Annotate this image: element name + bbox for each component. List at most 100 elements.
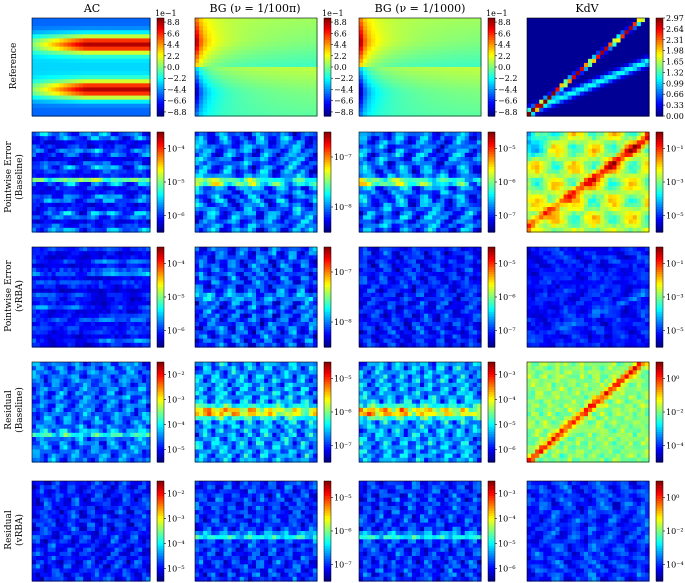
heatmap-cell xyxy=(452,42,458,48)
heatmap-cell xyxy=(407,18,413,23)
colorbar-segment xyxy=(157,113,164,117)
heatmap-cell xyxy=(43,148,49,154)
heatmap-cell xyxy=(256,107,261,113)
heatmap-cell xyxy=(296,161,302,166)
heatmap-cell xyxy=(63,103,68,109)
heatmap-cell xyxy=(47,140,53,146)
colorbar-segment xyxy=(157,108,164,112)
heatmap-cell xyxy=(559,79,565,84)
heatmap-cell xyxy=(243,107,249,113)
heatmap-cell xyxy=(239,107,245,113)
heatmap-cell xyxy=(207,182,212,187)
heatmap-cell xyxy=(243,211,249,216)
heatmap-cell xyxy=(276,136,281,141)
heatmap-cell xyxy=(424,87,429,93)
heatmap-cell xyxy=(363,165,368,171)
heatmap-cell xyxy=(138,136,143,141)
heatmap-cell xyxy=(272,136,277,141)
heatmap-cell xyxy=(87,148,92,154)
heatmap-cell xyxy=(383,148,389,154)
heatmap-cell xyxy=(640,58,646,64)
heatmap-cell xyxy=(444,107,450,113)
heatmap-cell xyxy=(312,50,318,56)
heatmap-cell xyxy=(304,67,310,72)
heatmap-cell xyxy=(292,136,298,141)
heatmap-cell xyxy=(110,111,116,117)
heatmap-cell xyxy=(215,132,220,137)
heatmap-cell xyxy=(264,157,269,162)
heatmap-cell xyxy=(138,75,143,80)
heatmap-cell xyxy=(199,194,204,200)
colorbar-tick-label: 2.2 xyxy=(167,52,180,61)
heatmap-cell xyxy=(280,148,286,154)
heatmap-cell xyxy=(312,30,318,35)
heatmap-cell xyxy=(67,132,72,137)
heatmap-cell xyxy=(239,30,245,35)
heatmap-cell xyxy=(63,207,68,212)
heatmap-cell xyxy=(211,62,216,68)
heatmap-cell xyxy=(215,215,220,221)
heatmap-cell xyxy=(468,169,474,175)
heatmap-cell xyxy=(110,144,116,150)
colorbar-segment xyxy=(157,144,164,148)
heatmap-cell xyxy=(432,157,437,162)
heatmap-cell xyxy=(243,182,249,187)
colorbar-segment xyxy=(488,111,495,115)
colorbar-segment xyxy=(488,81,495,85)
heatmap-cell xyxy=(411,161,417,166)
heatmap-cell xyxy=(472,103,478,109)
colorbar-segment xyxy=(324,174,331,178)
heatmap-cell xyxy=(43,22,49,27)
heatmap-cell xyxy=(452,157,458,162)
heatmap-cell xyxy=(280,223,286,229)
heatmap-cell xyxy=(367,161,372,166)
heatmap-cell xyxy=(55,58,61,64)
heatmap-cell xyxy=(142,186,147,191)
heatmap-cell xyxy=(87,75,92,80)
heatmap-cell xyxy=(195,111,200,117)
heatmap-cell xyxy=(47,99,53,105)
heatmap-cell xyxy=(604,58,609,64)
heatmap-cell xyxy=(415,95,421,101)
heatmap-cell xyxy=(235,58,241,64)
heatmap-cell xyxy=(280,42,286,48)
heatmap-cell xyxy=(379,103,384,109)
heatmap-cell xyxy=(71,103,76,109)
heatmap-cell xyxy=(63,38,68,44)
heatmap-cell xyxy=(476,165,482,171)
heatmap-cell xyxy=(118,87,124,93)
heatmap-cell xyxy=(215,198,220,204)
colorbar-segment xyxy=(488,93,495,97)
heatmap-cell xyxy=(239,198,245,204)
heatmap-cell xyxy=(300,91,306,97)
heatmap-cell xyxy=(223,103,229,109)
heatmap-cell xyxy=(596,91,601,97)
heatmap-cell xyxy=(98,107,104,113)
heatmap-cell xyxy=(106,186,112,191)
heatmap-cell xyxy=(280,83,286,89)
heatmap-cell xyxy=(235,132,241,137)
heatmap-cell xyxy=(256,173,261,179)
heatmap-cell xyxy=(227,75,233,80)
heatmap-cell xyxy=(535,58,540,64)
heatmap-cell xyxy=(67,169,72,175)
colorbar-segment xyxy=(157,157,164,161)
heatmap-cell xyxy=(146,99,151,105)
heatmap-cell xyxy=(195,207,200,212)
heatmap-cell xyxy=(110,165,116,171)
colorbar-segment xyxy=(656,106,663,110)
heatmap-cell xyxy=(207,54,212,60)
heatmap-cell xyxy=(308,177,314,183)
heatmap-cell xyxy=(428,42,433,48)
heatmap-cell xyxy=(227,198,233,204)
heatmap-cell xyxy=(122,136,127,141)
heatmap-cell xyxy=(138,182,143,187)
heatmap-cell xyxy=(308,132,314,137)
heatmap-cell xyxy=(415,157,421,162)
heatmap-cell xyxy=(91,161,96,166)
heatmap-cell xyxy=(247,38,253,44)
heatmap-cell xyxy=(215,62,220,68)
heatmap-cell xyxy=(395,38,401,44)
heatmap-cell xyxy=(55,177,61,183)
heatmap-cell xyxy=(130,148,135,154)
